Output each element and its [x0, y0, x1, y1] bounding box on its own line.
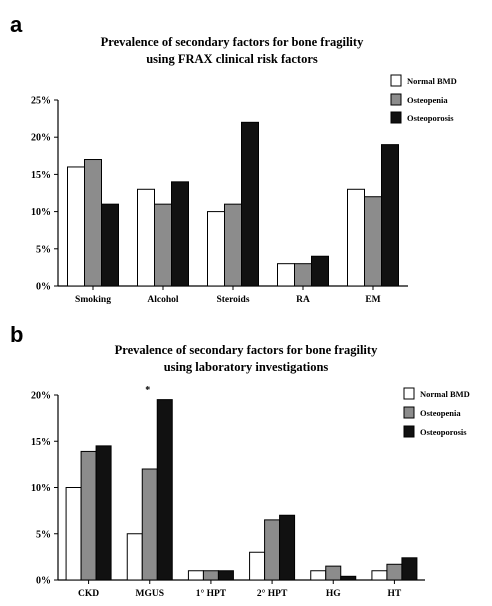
chart-1-bar-1-5 — [386, 563, 403, 581]
chart-1-category-label-5: HT — [388, 589, 402, 599]
chart-0-bar-0-1 — [137, 188, 155, 287]
chart-1-category-label-0: CKD — [78, 589, 99, 599]
chart-1-bar-1-2 — [202, 570, 219, 581]
chart-0-category-label-1: Alcohol — [147, 295, 179, 305]
chart-0-bar-1-2 — [224, 203, 242, 287]
chart-0-category-label-4: EM — [365, 295, 380, 305]
chart-0-y-tick-label-2: 10% — [31, 207, 51, 218]
chart-1-bar-0-1 — [126, 533, 143, 581]
chart-0-category-label-0: Smoking — [75, 295, 111, 305]
chart-1-bar-2-0 — [95, 445, 112, 581]
chart-0-legend-label-2: Osteoporosis — [407, 113, 454, 123]
chart-1-category-label-1: MGUS — [136, 589, 165, 599]
panel-label-a: a — [10, 12, 23, 37]
chart-1-bar-2-3 — [279, 514, 296, 581]
chart-0-bar-2-2 — [241, 121, 259, 287]
chart-0-legend-label-1: Osteopenia — [407, 95, 448, 105]
panel-label-b: b — [10, 322, 24, 347]
chart-0-y-tick-label-4: 20% — [31, 133, 51, 144]
chart-1-legend-swatch-2 — [403, 425, 415, 438]
chart-0-bar-1-1 — [154, 203, 172, 287]
chart-0-bar-0-2 — [207, 211, 225, 287]
chart-0-legend-label-0: Normal BMD — [407, 76, 457, 86]
chart-0-title-line-1: using FRAX clinical risk factors — [146, 52, 318, 66]
chart-1-bar-0-2 — [187, 570, 204, 581]
chart-0-legend-swatch-0 — [390, 74, 402, 87]
chart-0-category-label-3: RA — [296, 295, 310, 305]
chart-0-y-tick-label-3: 15% — [31, 170, 51, 181]
chart-0-y-tick-label-0: 0% — [36, 282, 51, 293]
chart-1-y-tick-label-4: 20% — [31, 391, 51, 402]
chart-0-legend-swatch-2 — [390, 111, 402, 124]
chart-1-bar-0-4 — [310, 570, 327, 581]
chart-1-category-label-2: 1° HPT — [196, 588, 227, 599]
chart-1-bar-1-0 — [80, 450, 97, 581]
chart-1-legend-label-0: Normal BMD — [420, 389, 470, 399]
chart-1-bar-2-5 — [401, 557, 418, 581]
chart-0-bar-2-1 — [171, 181, 189, 287]
chart-1-bar-2-4 — [340, 575, 357, 581]
chart-1-bar-2-2 — [217, 570, 234, 581]
chart-0-bar-0-3 — [277, 263, 295, 287]
chart-0-bar-2-3 — [311, 255, 329, 287]
chart-1-category-label-3: 2° HPT — [257, 588, 288, 599]
chart-0-bar-0-4 — [347, 188, 365, 287]
chart-1-bar-0-3 — [249, 551, 266, 581]
chart-0-title-line-0: Prevalence of secondary factors for bone… — [101, 35, 364, 49]
chart-0-bar-1-4 — [364, 196, 382, 287]
chart-1-legend-swatch-0 — [403, 387, 415, 400]
chart-1-y-tick-label-0: 0% — [36, 576, 51, 587]
chart-1-bar-2-1 — [156, 399, 173, 581]
chart-1-category-label-4: HG — [326, 589, 341, 599]
chart-1-legend-label-2: Osteoporosis — [420, 427, 467, 437]
chart-1-title-line-1: using laboratory investigations — [164, 360, 329, 374]
chart-0-y-tick-label-1: 5% — [36, 244, 51, 255]
chart-1-y-tick-label-2: 10% — [31, 483, 51, 494]
chart-0-y-tick-label-5: 25% — [31, 96, 51, 107]
chart-1-y-tick-label-3: 15% — [31, 437, 51, 448]
chart-0-bar-2-0 — [101, 203, 119, 287]
chart-1-annotation-0: * — [145, 385, 150, 396]
chart-1-bar-1-4 — [325, 565, 342, 581]
chart-0-bar-0-0 — [67, 166, 85, 287]
chart-0-bar-1-3 — [294, 263, 312, 287]
chart-0-legend-swatch-1 — [390, 93, 402, 106]
chart-1-bar-0-0 — [65, 487, 82, 581]
chart-1-bar-1-3 — [264, 519, 281, 581]
chart-1-title-line-0: Prevalence of secondary factors for bone… — [115, 343, 378, 357]
chart-0-bar-2-4 — [381, 144, 399, 287]
chart-1-bar-0-5 — [371, 570, 388, 581]
chart-1-legend-swatch-1 — [403, 406, 415, 419]
chart-0-category-label-2: Steroids — [216, 295, 249, 305]
chart-1-y-tick-label-1: 5% — [36, 529, 51, 540]
chart-1-legend-label-1: Osteopenia — [420, 408, 461, 418]
chart-0-bar-1-0 — [84, 159, 102, 287]
chart-1-bar-1-1 — [141, 468, 158, 581]
